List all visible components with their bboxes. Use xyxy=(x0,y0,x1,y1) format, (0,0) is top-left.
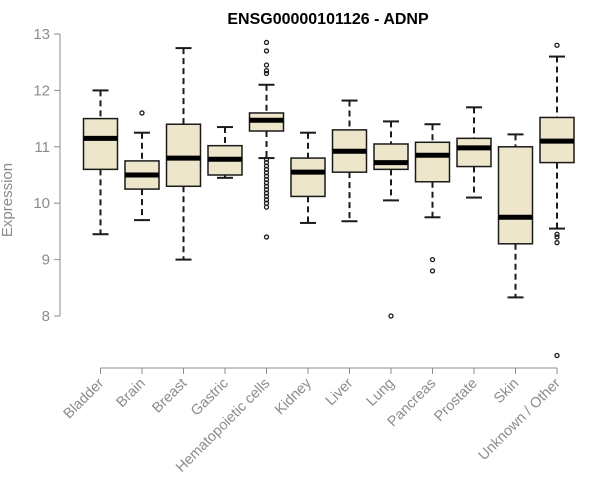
x-tick-label: Skin xyxy=(491,376,522,407)
iqr-box xyxy=(165,123,202,188)
iqr-box xyxy=(497,146,534,245)
outlier-point xyxy=(263,39,270,46)
y-axis: 8 9 10 11 12 13 xyxy=(33,26,61,325)
iqr-box xyxy=(373,143,409,171)
x-tick-label: Bladder xyxy=(61,375,108,422)
y-tick-label: 13 xyxy=(33,26,50,43)
chart-title: ENSG00000101126 - ADNP xyxy=(227,11,429,28)
outlier-point xyxy=(554,240,560,246)
outlier-point xyxy=(263,204,270,210)
box-gastric xyxy=(207,126,243,179)
outlier-point xyxy=(429,268,436,274)
y-tick-label: 9 xyxy=(42,252,50,269)
outlier-point xyxy=(554,352,560,359)
box-liver xyxy=(331,99,368,223)
box-hematopoietic-cells xyxy=(248,39,285,240)
outlier-point xyxy=(263,62,270,68)
box-lung xyxy=(373,120,409,319)
box-pancreas xyxy=(414,123,451,274)
y-axis-label: Expression xyxy=(0,163,16,237)
y-tick-label: 8 xyxy=(42,308,50,325)
box-unknown-other xyxy=(539,42,575,359)
outlier-point xyxy=(554,42,560,48)
box-brain xyxy=(124,110,160,222)
x-tick-label: Breast xyxy=(149,376,190,417)
outlier-point xyxy=(429,256,436,263)
outlier-point xyxy=(263,48,270,54)
box-breast xyxy=(165,47,202,261)
outlier-point xyxy=(554,234,560,240)
y-tick-label: 10 xyxy=(33,195,50,212)
y-tick-label: 11 xyxy=(34,139,50,156)
box-prostate xyxy=(456,106,492,199)
outlier-point xyxy=(263,70,270,77)
box-kidney xyxy=(290,131,326,224)
x-tick-label: Kidney xyxy=(272,375,315,418)
outlier-point xyxy=(263,234,270,240)
x-tick-label: Lung xyxy=(364,376,398,410)
outlier-point xyxy=(554,231,560,237)
y-tick-label: 12 xyxy=(33,82,50,99)
outlier-point xyxy=(388,313,394,319)
x-tick-label: Prostate xyxy=(431,376,480,425)
box-bladder xyxy=(82,89,119,236)
box-series xyxy=(82,39,575,359)
outlier-point xyxy=(139,110,145,116)
x-tick-label: Liver xyxy=(323,375,357,409)
box-skin xyxy=(497,133,534,299)
iqr-box xyxy=(456,137,492,168)
iqr-box xyxy=(82,117,119,171)
x-axis xyxy=(100,367,558,374)
outlier-point xyxy=(263,68,270,74)
x-tick-label: Brain xyxy=(114,376,149,411)
iqr-box xyxy=(290,157,326,198)
iqr-box xyxy=(414,141,451,183)
